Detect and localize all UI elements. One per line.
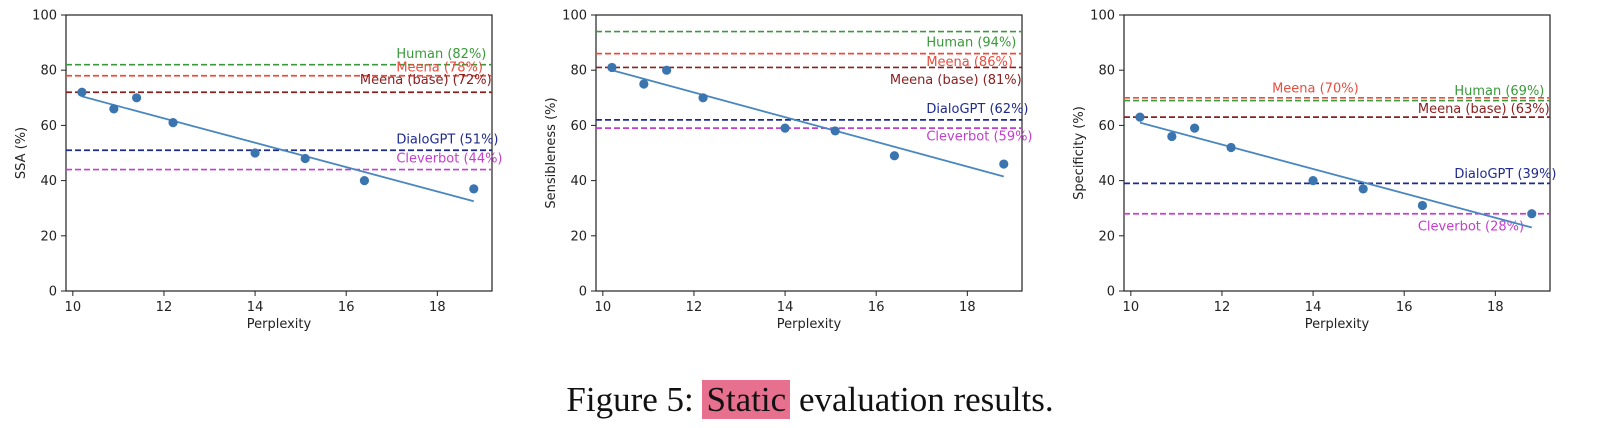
y-axis-label: SSA (%) — [14, 127, 29, 179]
y-tick-label: 80 — [570, 64, 587, 79]
data-point — [780, 123, 790, 133]
x-tick-label: 14 — [777, 300, 794, 315]
data-point — [300, 153, 310, 164]
data-point — [698, 93, 708, 103]
chart-panel-1: 10 12 14 16 18 0 20 40 60 80 100 Perplexity SSA (%) H… — [14, 9, 503, 333]
y-tick-label: 100 — [1090, 9, 1115, 24]
reference-label: Cleverbot (28%) — [1418, 219, 1524, 234]
x-tick-label: 12 — [156, 300, 173, 315]
plot-frame — [595, 14, 1023, 292]
trend-line — [1139, 121, 1533, 229]
x-tick-label: 14 — [1305, 300, 1322, 315]
y-tick-label: 0 — [49, 285, 57, 300]
y-tick-label: 100 — [32, 9, 57, 24]
caption-highlight: Static — [702, 380, 791, 419]
data-point — [1527, 209, 1537, 219]
x-tick-label: 18 — [1487, 300, 1504, 315]
data-point — [662, 65, 672, 75]
reference-label: Meena (base) (63%) — [1418, 102, 1550, 117]
y-tick-label: 20 — [40, 229, 57, 244]
y-tick-label: 80 — [40, 64, 57, 79]
plot-frame — [65, 14, 493, 292]
y-axis-label: Specificity (%) — [1072, 106, 1087, 200]
reference-label: DialoGPT (39%) — [1454, 167, 1556, 182]
x-tick-label: 12 — [686, 300, 703, 315]
data-point — [889, 151, 900, 161]
data-point — [250, 148, 260, 158]
data-point — [109, 104, 119, 114]
y-tick-label: 60 — [40, 119, 57, 134]
x-axis-label: Perplexity — [1305, 317, 1370, 332]
y-tick-label: 20 — [1098, 229, 1115, 244]
caption-prefix: Figure 5: — [566, 380, 694, 419]
x-tick-label: 10 — [595, 300, 612, 315]
reference-label: DialoGPT (62%) — [926, 102, 1028, 117]
chart-panel-3: 10 12 14 16 18 0 20 40 60 80 100 Perplexity Specific… — [1072, 9, 1557, 333]
reference-label: Meena (base) (72%) — [360, 73, 492, 88]
x-tick-label: 18 — [959, 300, 976, 315]
trend-line — [81, 95, 475, 203]
plot-frame — [1123, 14, 1551, 292]
reference-label: DialoGPT (51%) — [396, 132, 498, 147]
y-axis-label: Sensibleness (%) — [544, 97, 559, 208]
x-tick-label: 10 — [65, 300, 82, 315]
y-tick-label: 40 — [570, 174, 587, 189]
data-point — [830, 126, 840, 136]
data-point — [469, 184, 479, 194]
trend-line — [611, 69, 1005, 178]
figure-caption: Figure 5: Static evaluation results. — [0, 380, 1620, 420]
caption-suffix: evaluation results. — [798, 380, 1054, 419]
x-axis-label: Perplexity — [247, 317, 312, 332]
x-tick-label: 12 — [1214, 300, 1231, 315]
x-axis-label: Perplexity — [777, 317, 842, 332]
y-tick-label: 20 — [570, 229, 587, 244]
reference-label: Human (82%) — [396, 47, 486, 62]
data-point — [639, 79, 649, 89]
reference-label: Human (94%) — [926, 36, 1016, 51]
reference-label: Meena (70%) — [1272, 81, 1359, 96]
x-tick-label: 14 — [247, 300, 264, 315]
reference-label: Meena (base) (81%) — [890, 73, 1022, 88]
reference-label: Cleverbot (59%) — [926, 130, 1032, 145]
reference-label: Meena (86%) — [926, 55, 1013, 70]
y-tick-label: 0 — [1107, 285, 1115, 300]
reference-label: Meena (78%) — [396, 61, 483, 76]
data-point — [1358, 184, 1368, 194]
data-point — [1308, 176, 1318, 186]
data-point — [1135, 112, 1145, 122]
x-tick-label: 16 — [1396, 300, 1413, 315]
data-point — [77, 87, 87, 97]
x-tick-label: 16 — [868, 300, 885, 315]
data-point — [359, 176, 370, 186]
y-tick-label: 60 — [1098, 119, 1115, 134]
data-point — [1190, 123, 1200, 133]
data-point — [607, 62, 617, 73]
y-tick-label: 40 — [1098, 174, 1115, 189]
data-point — [1417, 200, 1428, 211]
y-tick-label: 60 — [570, 119, 587, 134]
y-tick-label: 80 — [1098, 64, 1115, 79]
data-point — [999, 159, 1009, 169]
y-tick-label: 0 — [579, 285, 587, 300]
y-tick-label: 40 — [40, 174, 57, 189]
x-tick-label: 10 — [1123, 300, 1140, 315]
data-point — [168, 118, 178, 128]
x-tick-label: 16 — [338, 300, 355, 315]
reference-label: Human (69%) — [1454, 84, 1544, 99]
reference-label: Cleverbot (44%) — [396, 152, 502, 167]
data-point — [1226, 142, 1236, 153]
y-tick-label: 100 — [562, 9, 587, 24]
data-point — [132, 93, 142, 103]
chart-panel-2: 10 12 14 16 18 0 20 40 60 80 100 Perplexity Sensible… — [544, 9, 1033, 333]
x-tick-label: 18 — [429, 300, 446, 315]
data-point — [1167, 131, 1177, 142]
